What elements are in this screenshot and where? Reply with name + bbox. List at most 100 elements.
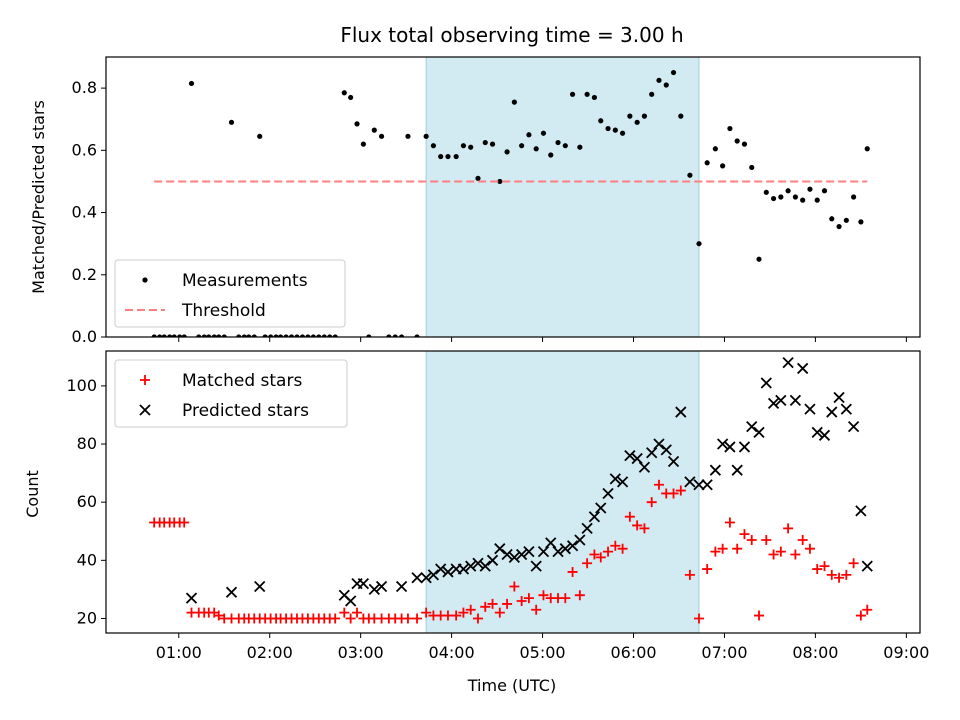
predicted-point: [738, 441, 751, 453]
figure-title: Flux total observing time = 3.00 h: [340, 23, 683, 47]
measurement-point: [807, 186, 813, 192]
matched-point: [768, 549, 779, 560]
predicted-point: [552, 545, 564, 558]
measurement-point: [836, 223, 842, 230]
predicted-point: [861, 560, 873, 572]
measurement-point: [430, 143, 437, 149]
measurement-point: [800, 197, 806, 203]
matched-point: [724, 517, 735, 528]
measurement-point: [678, 113, 684, 119]
measurement-point: [612, 127, 618, 133]
predicted-point: [225, 586, 238, 598]
predicted-point: [840, 403, 852, 415]
measurement-point: [687, 172, 693, 178]
matched-point: [339, 607, 350, 618]
predicted-point: [760, 377, 772, 389]
measurement-point: [398, 334, 405, 337]
matched-point: [783, 523, 794, 534]
measurement-point: [414, 334, 420, 337]
measurement-point: [366, 334, 372, 337]
measurement-point: [332, 334, 338, 337]
matched-point: [352, 607, 363, 618]
predicted-point: [660, 444, 672, 456]
measurement-point: [273, 334, 279, 337]
matched-point: [494, 607, 505, 618]
bottom-y-axis-label: Count: [23, 470, 42, 518]
measurement-point: [475, 175, 481, 181]
matched-point: [412, 613, 423, 624]
legend-box: [114, 359, 348, 428]
y-tick-label: 20: [77, 608, 97, 627]
matched-point: [848, 558, 859, 569]
matched-point: [639, 523, 650, 534]
measurement-point: [257, 133, 263, 139]
matched-point: [675, 485, 686, 496]
matched-point: [739, 529, 750, 540]
matched-point: [345, 613, 356, 624]
matched-point: [646, 497, 657, 508]
measurement-point: [489, 141, 496, 147]
measurement-point: [341, 90, 347, 96]
y-tick-label: 100: [66, 376, 97, 395]
matched-point: [702, 564, 713, 575]
measurement-point: [177, 334, 183, 337]
predicted-point: [684, 476, 696, 488]
predicted-point: [818, 429, 831, 441]
matched-point: [834, 572, 845, 583]
matched-point: [560, 593, 571, 604]
legend-predicted-swatch: [139, 404, 151, 416]
matched-point: [574, 590, 585, 601]
x-tick-label: 07:00: [701, 643, 747, 662]
predicted-point: [753, 426, 765, 439]
predicted-point: [566, 540, 579, 552]
measurement-point: [262, 334, 268, 337]
measurement-point: [216, 334, 222, 337]
matched-point: [746, 534, 757, 545]
matched-point: [567, 566, 578, 577]
measurement-point: [453, 153, 459, 160]
measurement-point: [236, 334, 242, 337]
measurement-point: [712, 146, 718, 152]
predicted-point: [653, 438, 665, 450]
measurement-point: [548, 152, 554, 158]
measurement-point: [749, 164, 755, 171]
legend-label: Predicted stars: [182, 401, 309, 421]
top-y-axis-label: Matched/Predicted stars: [29, 100, 48, 294]
measurement-point: [526, 132, 532, 138]
measurement-point: [605, 125, 611, 132]
measurement-point: [167, 334, 173, 337]
predicted-point: [472, 557, 484, 569]
measurement-point: [305, 334, 311, 337]
x-tick-label: 05:00: [520, 643, 566, 662]
predicted-point: [767, 397, 780, 409]
matched-point: [603, 546, 614, 557]
series-measurements: [151, 69, 870, 337]
y-tick-label: 0.6: [72, 140, 97, 159]
measurement-point: [196, 334, 202, 337]
measurement-point: [577, 144, 583, 150]
measurement-point: [221, 334, 227, 337]
predicted-point: [631, 452, 643, 465]
predicted-point: [826, 406, 838, 418]
y-tick-label: 80: [77, 434, 97, 453]
predicted-point: [602, 487, 614, 500]
measurement-point: [821, 188, 828, 194]
measurement-point: [785, 188, 791, 194]
matched-point: [610, 540, 621, 551]
matched-point: [797, 534, 808, 545]
predicted-point: [516, 548, 528, 561]
y-tick-label: 60: [77, 492, 97, 511]
predicted-point: [731, 464, 743, 476]
measurement-point: [663, 82, 669, 88]
y-tick-label: 40: [77, 550, 97, 569]
matched-point: [617, 543, 628, 554]
legend-box: [114, 259, 346, 328]
measurement-point: [756, 256, 762, 262]
predicted-point: [479, 560, 491, 572]
matched-point: [668, 488, 679, 499]
measurement-point: [201, 334, 207, 337]
predicted-point: [797, 362, 809, 375]
x-tick-label: 09:00: [883, 643, 929, 662]
measurement-point: [288, 334, 295, 337]
